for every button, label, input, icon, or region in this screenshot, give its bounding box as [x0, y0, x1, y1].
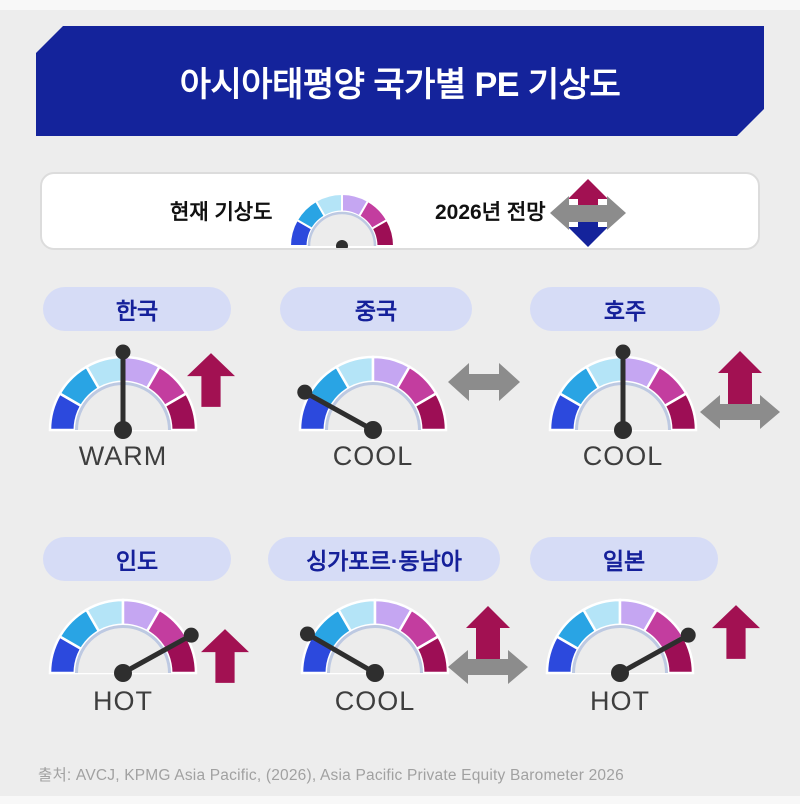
country-pill: 중국 [280, 287, 472, 331]
sideways-arrow-icon [700, 395, 780, 429]
country-name: 싱가포르·동남아 [306, 548, 462, 574]
country-pill: 한국 [43, 287, 231, 331]
weather-gauge [299, 598, 450, 682]
country-name: 호주 [603, 298, 647, 324]
up-arrow-icon [718, 351, 762, 407]
top-margin [0, 0, 800, 10]
status-label: WARM [78, 441, 168, 471]
title-banner: 아시아태평양 국가별 PE 기상도 [36, 26, 764, 136]
weather-gauge [297, 355, 448, 439]
status-label: COOL [582, 441, 664, 471]
country-pill: 호주 [530, 287, 720, 331]
legend-current-label: 현재 기상도 [170, 201, 273, 224]
weather-gauge-icon [288, 192, 396, 248]
weather-gauge [48, 344, 198, 439]
up-arrow-icon [201, 629, 249, 683]
weather-gauge [48, 598, 199, 682]
weather-gauge [545, 598, 696, 682]
legend-outlook-label: 2026년 전망 [435, 201, 546, 224]
country-name: 인도 [115, 548, 159, 574]
country-name: 일본 [602, 548, 646, 574]
page-title: 아시아태평양 국가별 PE 기상도 [179, 65, 621, 104]
up-down-sideways-arrows-icon [550, 179, 626, 247]
sideways-arrow-icon [448, 363, 520, 401]
up-arrow-icon [712, 605, 760, 659]
up-arrow-icon [187, 353, 235, 407]
status-label: COOL [332, 441, 414, 471]
down-arrow-icon [568, 217, 608, 247]
up-arrow-icon [466, 606, 510, 662]
country-pill: 일본 [530, 537, 718, 581]
status-label: HOT [590, 686, 650, 716]
sideways-arrow-icon [550, 196, 626, 230]
up-and-sideways-arrows-icon [700, 351, 780, 429]
sideways-arrow-icon [448, 650, 528, 684]
up-and-sideways-arrows-icon [448, 606, 528, 684]
country-pill: 싱가포르·동남아 [268, 537, 500, 581]
country-pill: 인도 [43, 537, 231, 581]
status-label: HOT [93, 686, 153, 716]
bottom-margin [0, 796, 800, 804]
weather-gauge [548, 344, 698, 439]
status-label: COOL [334, 686, 416, 716]
up-arrow-icon [568, 179, 608, 209]
country-name: 중국 [354, 298, 398, 324]
source-text: 출처: AVCJ, KPMG Asia Pacific, (2026), Asi… [38, 767, 624, 784]
country-name: 한국 [115, 298, 159, 324]
legend-box: 현재 기상도 2026년 전망 [40, 172, 760, 250]
